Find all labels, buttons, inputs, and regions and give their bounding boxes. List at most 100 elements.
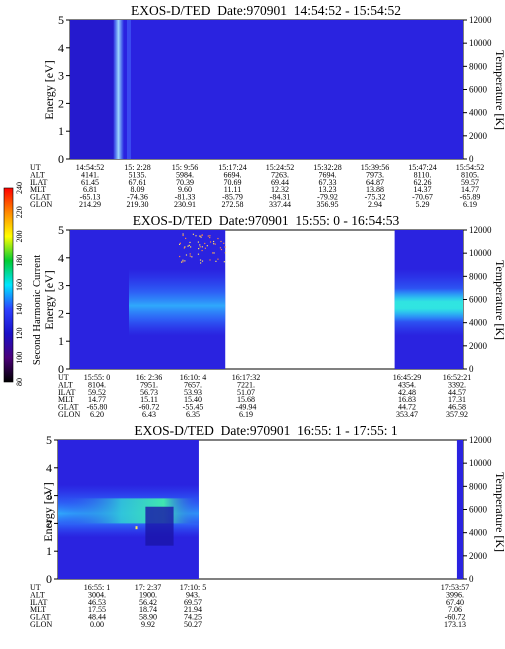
y-right-tick-label: 8000 (469, 271, 488, 281)
noise-speck (189, 255, 191, 257)
ephemeris-cell: 0.00 (90, 620, 104, 629)
panel-1-bright-stripe (113, 20, 124, 159)
noise-speck (201, 249, 203, 252)
panel-1: EXOS-D/TED Date:970901 14:54:52 - 15:54:… (30, 3, 505, 209)
y-right-tick-label: 6000 (469, 85, 488, 95)
y-tick-label: 3 (58, 69, 64, 83)
ephemeris-cell: 58.90 (139, 613, 157, 622)
y-right-tick-label: 10000 (469, 38, 492, 48)
noise-speck (204, 242, 206, 245)
y-tick-label: 2 (46, 516, 52, 530)
noise-speck (178, 243, 181, 245)
noise-speck (223, 261, 225, 263)
ephemeris-cell: -49.94 (236, 403, 257, 412)
noise-speck (182, 259, 184, 261)
ephemeris-cell: 15.40 (184, 395, 202, 404)
ephemeris-cell: 5984. (176, 170, 194, 179)
ephemeris-cell: 16:17:32 (232, 373, 260, 382)
ephemeris-row-label: GLON (30, 620, 52, 629)
ephemeris-row-label: GLAT (58, 403, 79, 412)
noise-speck (199, 259, 202, 261)
colorbar-tick-label: 140 (15, 303, 24, 315)
ephemeris-cell: 7263. (271, 170, 289, 179)
ephemeris-cell: 6694. (224, 170, 242, 179)
noise-speck (200, 262, 202, 264)
ephemeris-cell: -60.72 (445, 613, 466, 622)
noise-speck (213, 252, 215, 254)
ephemeris-cell: 67.61 (129, 178, 147, 187)
ephemeris-cell: 7973. (366, 170, 384, 179)
noise-speck (214, 243, 216, 245)
ephemeris-cell: 15:24:52 (266, 163, 294, 172)
noise-speck (190, 246, 192, 248)
ephemeris-cell: 7657. (184, 380, 202, 389)
y-tick-label: 0 (46, 572, 52, 586)
y-tick-label: 4 (46, 461, 52, 475)
noise-speck (184, 260, 186, 262)
ephemeris-cell: 6.19 (463, 200, 477, 209)
panel-1-ylabel: Energy [eV] (42, 60, 56, 119)
ephemeris-row-label: GLON (30, 200, 52, 209)
panel-3-data-region (58, 440, 463, 579)
ephemeris-cell: 2.94 (368, 200, 382, 209)
panel-1-ephemeris-table: UTALTILATMLTGLATGLON14:54:524141.61.456.… (30, 163, 484, 209)
panel-2-y-ticks-right: 0 2000 4000 6000 8000 10000 12000 (463, 225, 492, 374)
noise-speck (201, 234, 203, 236)
ephemeris-cell: 4141. (81, 170, 99, 179)
y-tick-label: 3 (46, 489, 52, 503)
y-right-tick-label: 2000 (469, 341, 488, 351)
ephemeris-cell: 69.44 (271, 178, 289, 187)
ephemeris-cell: 17.31 (448, 395, 466, 404)
noise-speck (204, 247, 206, 249)
y-tick-label: 4 (58, 41, 64, 55)
ephemeris-cell: -85.79 (222, 193, 243, 202)
dark-patch (145, 506, 174, 546)
y-tick-label: 1 (58, 334, 64, 348)
ephemeris-cell: 42.48 (398, 388, 416, 397)
noise-speck (199, 244, 201, 246)
colorbar-tick-label: 100 (15, 352, 24, 364)
ephemeris-cell: 17:53:57 (441, 583, 469, 592)
y-right-tick-label: 0 (469, 154, 474, 164)
ephemeris-cell: 5135. (129, 170, 147, 179)
panel-1-secondary-stripe (127, 20, 131, 159)
noise-speck (201, 260, 204, 262)
ephemeris-row-label: GLAT (30, 613, 51, 622)
ephemeris-cell: 70.39 (176, 178, 194, 187)
y-right-tick-label: 6000 (469, 295, 488, 305)
ephemeris-cell: 9.92 (141, 620, 155, 629)
y-right-tick-label: 2000 (469, 131, 488, 141)
colorbar-tick-label: 220 (15, 206, 24, 218)
y-tick-label: 0 (58, 152, 64, 166)
noise-speck (209, 235, 211, 237)
y-right-tick-label: 4000 (469, 318, 488, 328)
ephemeris-cell: 12.32 (271, 185, 289, 194)
intense-band (58, 498, 199, 524)
ephemeris-cell: 356.95 (317, 200, 339, 209)
ephemeris-cell: 53.93 (184, 388, 202, 397)
ephemeris-cell: 15:39:56 (361, 163, 389, 172)
ephemeris-cell: 16:45:29 (393, 373, 421, 382)
y-tick-label: 4 (58, 251, 64, 265)
colorbar-tick-label: 180 (15, 255, 24, 267)
emission-band (128, 268, 226, 336)
panel-3-y-ticks: 0 1 2 3 4 5 (46, 433, 58, 586)
y-tick-label: 5 (58, 223, 64, 237)
noise-speck (179, 242, 181, 244)
y-right-tick-label: 12000 (469, 225, 492, 235)
noise-speck (187, 245, 189, 247)
ephemeris-cell: -81.33 (175, 193, 196, 202)
ephemeris-cell: 6.19 (239, 410, 253, 419)
ephemeris-cell: 8105. (461, 170, 479, 179)
y-right-tick-label: 12000 (469, 435, 492, 445)
noise-speck (209, 259, 211, 261)
ephemeris-cell: -65.80 (87, 403, 108, 412)
noise-speck (199, 235, 201, 237)
ephemeris-cell: -65.13 (80, 193, 101, 202)
noise-speck (182, 261, 184, 263)
ephemeris-cell: 16:52:21 (443, 373, 471, 382)
ephemeris-cell: 11.11 (224, 185, 241, 194)
panel-3-y-ticks-right: 0 2000 4000 6000 8000 10000 12000 (463, 435, 492, 584)
intense-band (394, 288, 463, 322)
noise-speck (212, 240, 215, 243)
